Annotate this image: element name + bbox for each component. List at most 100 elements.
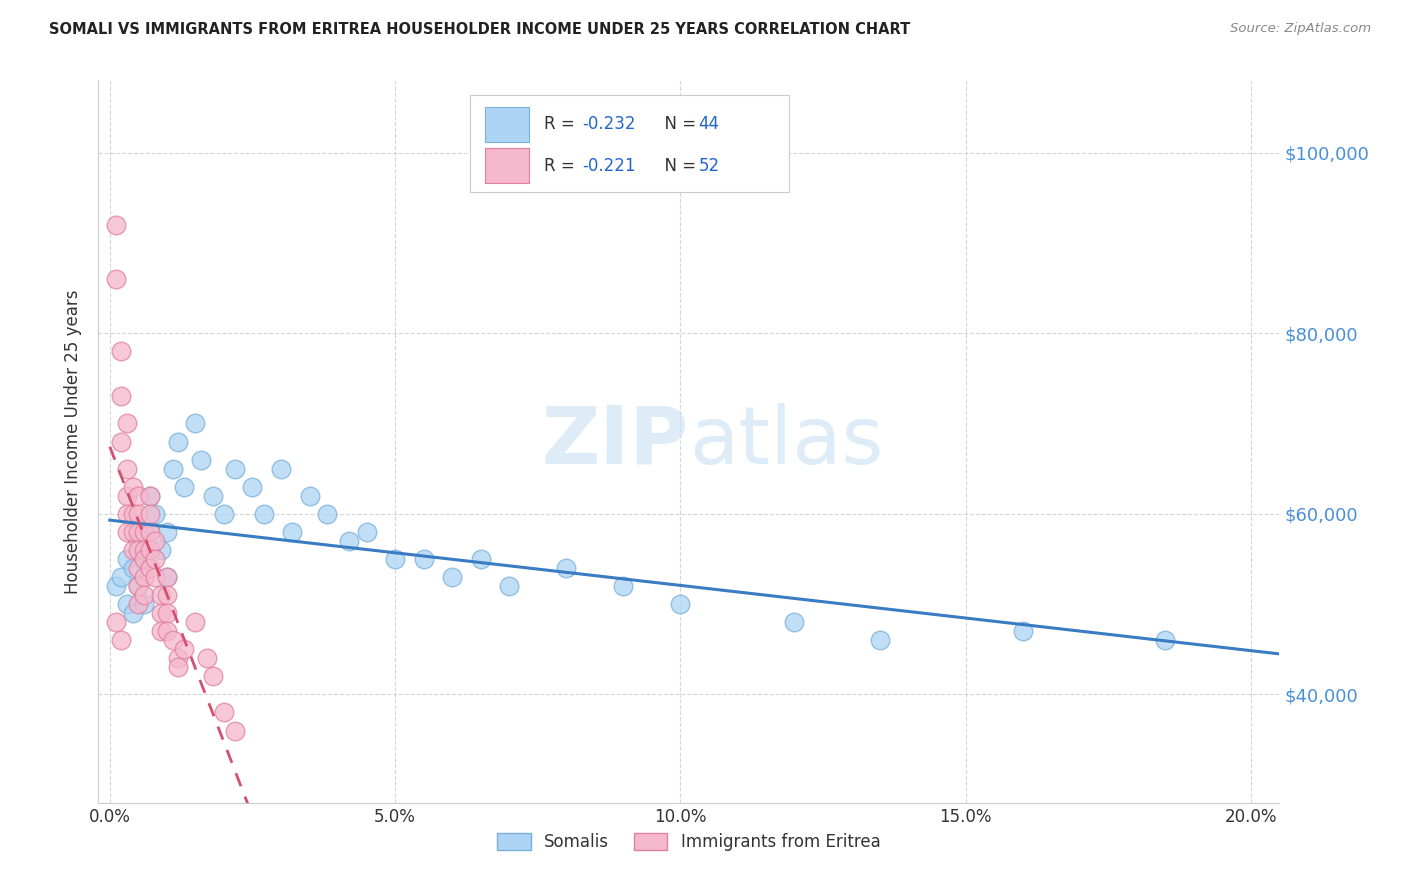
Text: N =: N =: [654, 115, 700, 133]
Text: atlas: atlas: [689, 402, 883, 481]
Point: [121, 480, 143, 494]
Point: [121, 561, 143, 575]
Point: [127, 507, 149, 521]
FancyBboxPatch shape: [471, 95, 789, 193]
Point: [127, 533, 149, 548]
Point: [127, 597, 149, 611]
FancyBboxPatch shape: [485, 148, 530, 183]
Point: [139, 524, 162, 539]
Point: [212, 507, 235, 521]
Text: SOMALI VS IMMIGRANTS FROM ERITREA HOUSEHOLDER INCOME UNDER 25 YEARS CORRELATION : SOMALI VS IMMIGRANTS FROM ERITREA HOUSEH…: [49, 22, 911, 37]
Point: [127, 524, 149, 539]
Point: [132, 552, 155, 566]
Point: [167, 651, 190, 665]
Point: [1154, 633, 1177, 648]
Point: [127, 542, 149, 557]
Legend: Somalis, Immigrants from Eritrea: Somalis, Immigrants from Eritrea: [489, 825, 889, 860]
Point: [270, 461, 292, 475]
Point: [156, 624, 179, 639]
Point: [212, 706, 235, 720]
Point: [139, 542, 162, 557]
Point: [201, 489, 224, 503]
Point: [139, 561, 162, 575]
Point: [253, 507, 276, 521]
Point: [356, 524, 378, 539]
Point: [384, 552, 406, 566]
Point: [139, 507, 162, 521]
Point: [1011, 624, 1033, 639]
Point: [612, 579, 634, 593]
Point: [298, 489, 321, 503]
Point: [145, 570, 167, 584]
Point: [115, 489, 138, 503]
Text: -0.232: -0.232: [582, 115, 636, 133]
Point: [173, 480, 195, 494]
Point: [104, 579, 127, 593]
Point: [167, 660, 190, 674]
Point: [121, 524, 143, 539]
Point: [224, 461, 246, 475]
Point: [162, 461, 184, 475]
Point: [184, 417, 207, 431]
Text: -0.221: -0.221: [582, 156, 636, 175]
Text: Source: ZipAtlas.com: Source: ZipAtlas.com: [1230, 22, 1371, 36]
Point: [470, 552, 492, 566]
Point: [132, 552, 155, 566]
Point: [145, 552, 167, 566]
Point: [110, 344, 132, 359]
Point: [115, 524, 138, 539]
Text: 52: 52: [699, 156, 720, 175]
Point: [173, 642, 195, 657]
Point: [441, 570, 464, 584]
Point: [412, 552, 434, 566]
Point: [167, 434, 190, 449]
Point: [110, 570, 132, 584]
Point: [145, 507, 167, 521]
Point: [669, 597, 692, 611]
Point: [555, 561, 578, 575]
Point: [110, 633, 132, 648]
Text: N =: N =: [654, 156, 700, 175]
Text: R =: R =: [544, 156, 579, 175]
Point: [132, 570, 155, 584]
Point: [121, 606, 143, 620]
Point: [139, 524, 162, 539]
Point: [145, 533, 167, 548]
Text: R =: R =: [544, 115, 579, 133]
Point: [150, 624, 173, 639]
Point: [150, 542, 173, 557]
Point: [127, 579, 149, 593]
Point: [242, 480, 264, 494]
Point: [115, 461, 138, 475]
Point: [156, 570, 179, 584]
Point: [132, 542, 155, 557]
Point: [156, 588, 179, 602]
Point: [121, 507, 143, 521]
Point: [115, 597, 138, 611]
Point: [315, 507, 337, 521]
Point: [156, 606, 179, 620]
Text: 44: 44: [699, 115, 720, 133]
Point: [156, 570, 179, 584]
Point: [104, 615, 127, 630]
Point: [132, 588, 155, 602]
Point: [139, 489, 162, 503]
Point: [127, 561, 149, 575]
Point: [195, 651, 218, 665]
Point: [104, 272, 127, 286]
Point: [115, 507, 138, 521]
Point: [115, 417, 138, 431]
Point: [110, 434, 132, 449]
Point: [104, 218, 127, 232]
Point: [498, 579, 520, 593]
FancyBboxPatch shape: [485, 107, 530, 142]
Point: [869, 633, 891, 648]
Point: [201, 669, 224, 683]
Point: [132, 597, 155, 611]
Text: ZIP: ZIP: [541, 402, 689, 481]
Point: [190, 452, 212, 467]
Y-axis label: Householder Income Under 25 years: Householder Income Under 25 years: [65, 289, 83, 594]
Point: [121, 542, 143, 557]
Point: [783, 615, 806, 630]
Point: [150, 588, 173, 602]
